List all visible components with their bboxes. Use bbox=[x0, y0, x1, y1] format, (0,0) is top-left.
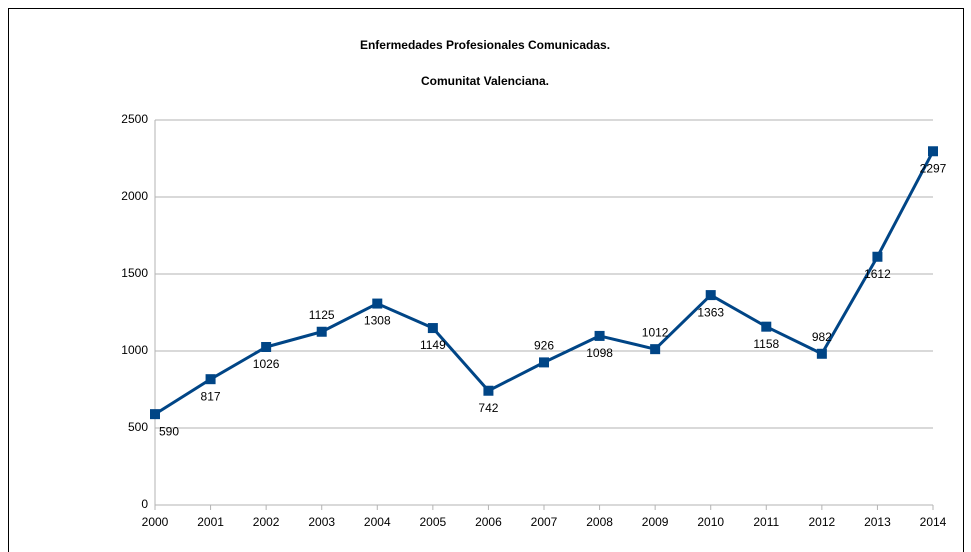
data-label: 1125 bbox=[309, 308, 335, 322]
y-tick-label: 1000 bbox=[121, 343, 148, 357]
x-tick-label: 2014 bbox=[920, 515, 947, 529]
chart-title: Enfermedades Profesionales Comunicadas. bbox=[360, 38, 610, 52]
marker bbox=[705, 290, 716, 301]
marker bbox=[761, 321, 772, 332]
marker bbox=[427, 323, 438, 334]
chart-subtitle: Comunitat Valenciana. bbox=[421, 74, 549, 88]
data-label: 982 bbox=[812, 330, 832, 344]
marker bbox=[483, 385, 494, 396]
marker bbox=[316, 326, 327, 337]
chart-border bbox=[8, 8, 964, 552]
x-tick-label: 2008 bbox=[586, 515, 613, 529]
data-label: 1363 bbox=[697, 305, 724, 319]
data-label: 590 bbox=[159, 424, 179, 438]
x-tick-label: 2004 bbox=[364, 515, 391, 529]
data-label: 1308 bbox=[364, 314, 391, 328]
x-tick-label: 2009 bbox=[642, 515, 669, 529]
data-label: 1012 bbox=[642, 325, 669, 339]
x-tick-label: 2001 bbox=[197, 515, 224, 529]
x-tick-label: 2011 bbox=[753, 515, 779, 529]
marker bbox=[872, 251, 883, 262]
data-label: 1149 bbox=[420, 338, 446, 352]
data-label: 1026 bbox=[253, 357, 280, 371]
x-tick-label: 2012 bbox=[809, 515, 836, 529]
marker bbox=[650, 344, 661, 355]
marker bbox=[372, 298, 383, 309]
data-label: 742 bbox=[478, 401, 498, 415]
marker bbox=[261, 341, 272, 352]
x-tick-label: 2010 bbox=[697, 515, 724, 529]
marker bbox=[816, 348, 827, 359]
x-tick-label: 2003 bbox=[308, 515, 335, 529]
data-label: 926 bbox=[534, 339, 554, 353]
x-tick-label: 2006 bbox=[475, 515, 502, 529]
x-tick-label: 2000 bbox=[142, 515, 169, 529]
data-label: 2297 bbox=[920, 161, 947, 175]
data-label: 1098 bbox=[586, 346, 613, 360]
marker bbox=[594, 330, 605, 341]
marker bbox=[205, 374, 216, 385]
y-tick-label: 500 bbox=[128, 420, 148, 434]
x-tick-label: 2013 bbox=[864, 515, 891, 529]
marker bbox=[928, 146, 938, 157]
x-tick-label: 2002 bbox=[253, 515, 280, 529]
line bbox=[154, 150, 935, 416]
x-tick-label: 2007 bbox=[531, 515, 558, 529]
y-tick-label: 0 bbox=[141, 497, 148, 511]
marker bbox=[150, 409, 160, 420]
x-tick-label: 2005 bbox=[420, 515, 447, 529]
y-tick-label: 1500 bbox=[121, 266, 148, 280]
y-tick-label: 2000 bbox=[121, 189, 148, 203]
data-label: 1612 bbox=[864, 267, 891, 281]
data-label: 1158 bbox=[753, 337, 779, 351]
y-tick-label: 2500 bbox=[121, 112, 148, 126]
data-label: 817 bbox=[201, 389, 221, 403]
marker bbox=[539, 357, 549, 368]
